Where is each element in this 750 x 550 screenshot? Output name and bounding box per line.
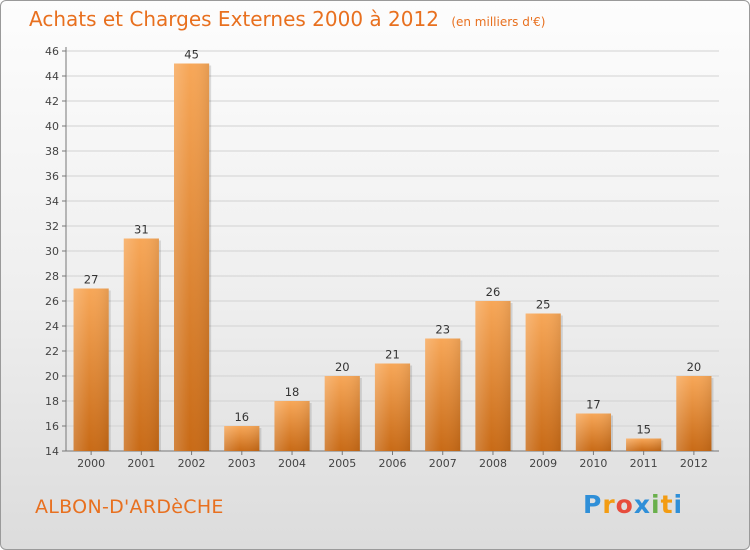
bar-shine (224, 426, 260, 451)
y-tick-label: 32 (45, 220, 59, 233)
bar-shine (525, 313, 561, 451)
bar-shine (626, 438, 662, 451)
bar-shine (575, 413, 612, 451)
data-label-2009: 25 (536, 298, 551, 312)
y-tick-label: 30 (45, 245, 59, 258)
data-label-2007: 23 (435, 323, 450, 337)
x-tick-label-2010: 2010 (579, 457, 607, 470)
logo-letter: t (660, 490, 674, 519)
logo-letter: x (633, 490, 651, 519)
y-tick-label: 20 (45, 370, 59, 383)
bar-shine (425, 338, 461, 451)
data-label-2004: 18 (285, 385, 300, 399)
city-name: ALBON-D'ARDèCHE (35, 496, 224, 518)
bar-shine (173, 63, 210, 451)
data-label-2012: 20 (687, 360, 702, 374)
y-tick-label: 44 (45, 70, 59, 83)
logo-letter: o (615, 490, 634, 519)
chart-title-text: Achats et Charges Externes 2000 à 2012 (29, 7, 439, 31)
y-tick-label: 38 (45, 145, 59, 158)
x-tick-label-2009: 2009 (529, 457, 557, 470)
y-tick-label: 28 (45, 270, 59, 283)
chart-unit: (en milliers d'€) (451, 15, 546, 29)
x-tick-label-2002: 2002 (178, 457, 206, 470)
bar-shine (374, 363, 411, 451)
data-label-2002: 45 (184, 48, 199, 62)
y-tick-label: 40 (45, 120, 59, 133)
data-label-2003: 16 (234, 410, 249, 424)
x-tick-label-2000: 2000 (77, 457, 105, 470)
x-tick-label-2006: 2006 (379, 457, 407, 470)
x-tick-label-2001: 2001 (127, 457, 155, 470)
data-label-2006: 21 (385, 348, 400, 362)
x-tick-label-2007: 2007 (429, 457, 457, 470)
y-tick-label: 26 (45, 295, 59, 308)
bars (73, 63, 714, 451)
bar-shine (676, 376, 712, 451)
data-label-2008: 26 (486, 285, 501, 299)
logo-letter: r (602, 490, 616, 519)
data-label-2010: 17 (586, 398, 601, 412)
logo-letter: i (673, 490, 684, 519)
y-tick-label: 46 (45, 45, 59, 58)
data-label-2000: 27 (84, 273, 99, 287)
logo-letter: P (583, 490, 603, 519)
y-tick-label: 14 (45, 445, 59, 458)
bar-shine (73, 288, 109, 451)
y-tick-label: 16 (45, 420, 59, 433)
data-label-2001: 31 (134, 223, 149, 237)
bar-shine (475, 301, 511, 451)
y-tick-label: 24 (45, 320, 59, 333)
x-tick-label-2004: 2004 (278, 457, 306, 470)
x-tick-label-2012: 2012 (680, 457, 708, 470)
data-labels: 27 31 45 16 18 20 21 23 26 25 17 15 20 (84, 48, 701, 437)
proxiti-logo: Proxiti (583, 490, 683, 519)
y-tick-label: 36 (45, 170, 59, 183)
y-tick-label: 42 (45, 95, 59, 108)
y-tick-label: 18 (45, 395, 59, 408)
x-tick-label-2011: 2011 (630, 457, 658, 470)
y-tick-label: 22 (45, 345, 59, 358)
x-tick-label-2003: 2003 (228, 457, 256, 470)
bar-shine (123, 238, 159, 451)
bar-shine (324, 376, 360, 451)
x-tick-label-2005: 2005 (328, 457, 356, 470)
chart-title: Achats et Charges Externes 2000 à 2012 (… (29, 7, 545, 31)
logo-letter: i (651, 490, 661, 519)
x-tick-label-2008: 2008 (479, 457, 507, 470)
bar-shine (274, 401, 310, 451)
data-label-2005: 20 (335, 360, 350, 374)
y-tick-label: 34 (45, 195, 59, 208)
data-label-2011: 15 (636, 423, 651, 437)
